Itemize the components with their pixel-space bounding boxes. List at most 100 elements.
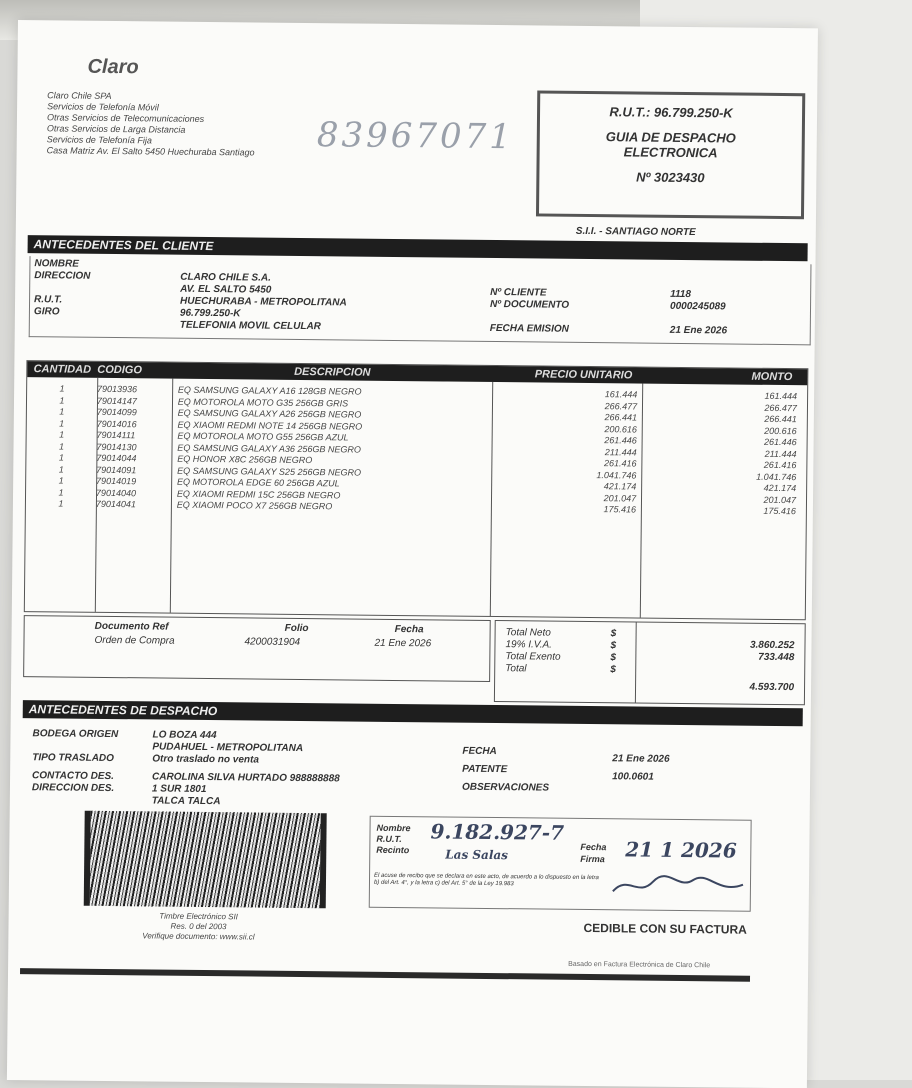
electronic-stamp-barcode <box>83 810 327 909</box>
issuer-line: Casa Matriz Av. El Salto 5450 Huechuraba… <box>46 145 255 158</box>
transfer-type: Otro traslado no venta <box>152 753 260 766</box>
document-title: GUIA DE DESPACHO ELECTRONICA <box>540 128 802 161</box>
item-quantity: 1 <box>59 406 65 417</box>
client-right-label: Nº CLIENTE <box>490 286 547 299</box>
header-code: CODIGO <box>97 363 143 377</box>
dispatch-date: 21 Ene 2026 <box>612 753 670 765</box>
client-label: NOMBRE <box>34 258 79 270</box>
client-business: TELEFONIA MOVIL CELULAR <box>179 319 321 333</box>
receipt-signature-label: Firma <box>580 853 605 865</box>
ref-header-folio: Folio <box>284 622 309 635</box>
item-quantity: 1 <box>59 394 65 406</box>
barcode-caption: Timbre Electrónico SII Res. 0 del 2003 V… <box>108 911 288 943</box>
client-right-label: FECHA EMISION <box>489 322 569 335</box>
dispatch-label: TIPO TRASLADO <box>32 752 115 765</box>
item-unit-price: 175.416 <box>603 504 637 515</box>
dispatch-guide-document: Claro Claro Chile SPA Servicios de Telef… <box>6 20 818 1088</box>
total-label: Total Exento <box>505 651 561 663</box>
reference-box: Documento Ref Folio Fecha Orden de Compr… <box>23 615 491 682</box>
legal-text: El acuse de recibo que se declara en est… <box>373 872 599 888</box>
dispatch-label: DIRECCION DES. <box>31 782 115 795</box>
client-section: NOMBRE DIRECCION R.U.T. GIRO CLARO CHILE… <box>28 256 812 346</box>
client-label: GIRO <box>33 306 60 318</box>
item-code: 79014099 <box>96 406 137 418</box>
footer-note: Basado en Factura Electrónica de Claro C… <box>568 960 711 970</box>
item-description: EQ XIAOMI POCO X7 256GB NEGRO <box>176 499 333 512</box>
totals-box: Total Neto 19% I.V.A. Total Exento Total… <box>493 620 806 706</box>
items-body: 1 79013936 EQ SAMSUNG GALAXY A16 128GB NEG… <box>26 377 807 518</box>
ref-header-date: Fecha <box>394 623 424 636</box>
item-code: 79014040 <box>95 487 137 498</box>
item-quantity: 1 <box>58 440 65 452</box>
item-code: 79014130 <box>96 441 137 452</box>
net-total: 3.860.252 <box>749 639 795 652</box>
receipt-label: Recinto <box>376 844 410 856</box>
client-label: R.U.T. <box>34 294 63 306</box>
destination-city: TALCA TALCA <box>151 795 221 808</box>
handwritten-rut: 9.182.927-7 <box>430 819 565 845</box>
receipt-label: Nombre <box>376 822 411 834</box>
dispatch-right-label: PATENTE <box>462 763 508 776</box>
receipt-date-label: Fecha <box>580 841 607 853</box>
issuer-info: Claro Chile SPA Servicios de Telefonía M… <box>47 90 256 158</box>
currency-symbol: $ <box>610 664 616 676</box>
vehicle-plate: 100.0601 <box>612 771 654 783</box>
currency-symbol: $ <box>610 652 616 664</box>
header-quantity: CANTIDAD <box>33 363 92 376</box>
dispatch-right-label: OBSERVACIONES <box>461 781 550 794</box>
iva-total: 733.448 <box>758 651 795 664</box>
receipt-box: Nombre R.U.T. Recinto 9.182.927-7 Las Sa… <box>368 815 752 912</box>
client-label <box>34 282 90 295</box>
cedible-label: CEDIBLE CON SU FACTURA <box>583 920 747 937</box>
item-code: 79014147 <box>96 395 138 406</box>
dispatch-label: CONTACTO DES. <box>32 770 114 783</box>
currency-symbol: $ <box>610 628 617 640</box>
item-code: 79014041 <box>95 498 136 510</box>
title-line: ELECTRONICA <box>623 144 718 161</box>
issue-date: 21 Ene 2026 <box>669 324 728 337</box>
ref-header-document: Documento Ref <box>94 620 169 633</box>
total-label: Total <box>505 663 527 675</box>
bottom-rule <box>20 968 751 982</box>
client-right-label: Nº DOCUMENTO <box>489 298 570 311</box>
exempt-total <box>750 664 795 676</box>
handwritten-date: 21 1 2026 <box>625 837 737 863</box>
client-label: DIRECCION <box>34 270 91 282</box>
item-code: 79014019 <box>96 475 137 487</box>
item-quantity: 1 <box>58 475 64 486</box>
signature <box>612 875 744 892</box>
item-code: 79014111 <box>96 429 136 441</box>
sii-office: S.I.I. - SANTIAGO NORTE <box>575 225 696 239</box>
company-logo: Claro <box>87 55 139 79</box>
item-quantity: 1 <box>58 452 64 463</box>
currency-symbol: $ <box>610 640 617 652</box>
item-quantity: 1 <box>59 383 65 394</box>
document-id-box: R.U.T.: 96.799.250-K GUIA DE DESPACHO ELE… <box>535 90 806 220</box>
handwritten-number: 83967071 <box>316 115 515 158</box>
ref-document: Orden de Compra <box>94 634 175 647</box>
dispatch-right-label: FECHA <box>462 745 497 758</box>
item-code: 79014044 <box>96 452 137 464</box>
ref-folio: 4200031904 <box>244 636 301 648</box>
issuer-rut: R.U.T.: 96.799.250-K <box>609 104 733 121</box>
grand-total: 4.593.700 <box>749 681 795 694</box>
caption-line: Verifique documento: www.sii.cl <box>142 931 255 942</box>
title-line: GUIA DE DESPACHO <box>605 129 736 146</box>
dispatch-label <box>32 740 118 753</box>
item-quantity: 1 <box>58 463 64 475</box>
total-label: Total Neto <box>505 627 551 639</box>
header-amount: MONTO <box>751 370 793 384</box>
receipt-label: R.U.T. <box>376 833 402 845</box>
item-quantity: 1 <box>59 417 65 429</box>
item-quantity: 1 <box>58 498 64 509</box>
item-quantity: 1 <box>58 486 64 498</box>
observations <box>612 786 669 805</box>
item-code: 79014016 <box>96 418 137 429</box>
ref-date: 21 Ene 2026 <box>374 637 432 650</box>
document-number-value: 0000245089 <box>669 300 726 313</box>
item-code: 79014091 <box>96 464 137 475</box>
item-quantity: 1 <box>59 429 65 440</box>
header-description: DESCRIPCION <box>294 365 371 379</box>
item-amount: 175.416 <box>763 505 796 517</box>
header-unit-price: PRECIO UNITARIO <box>534 368 633 382</box>
